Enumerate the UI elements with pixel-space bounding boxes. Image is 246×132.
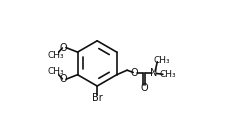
Text: O: O [130, 68, 138, 78]
Text: CH₃: CH₃ [47, 67, 64, 76]
Text: N: N [150, 68, 158, 78]
Text: CH₃: CH₃ [159, 70, 176, 79]
Text: O: O [60, 74, 67, 84]
Text: CH₃: CH₃ [153, 56, 170, 65]
Text: CH₃: CH₃ [47, 51, 64, 60]
Text: O: O [60, 43, 67, 53]
Text: O: O [140, 83, 148, 93]
Text: Br: Br [92, 93, 103, 103]
